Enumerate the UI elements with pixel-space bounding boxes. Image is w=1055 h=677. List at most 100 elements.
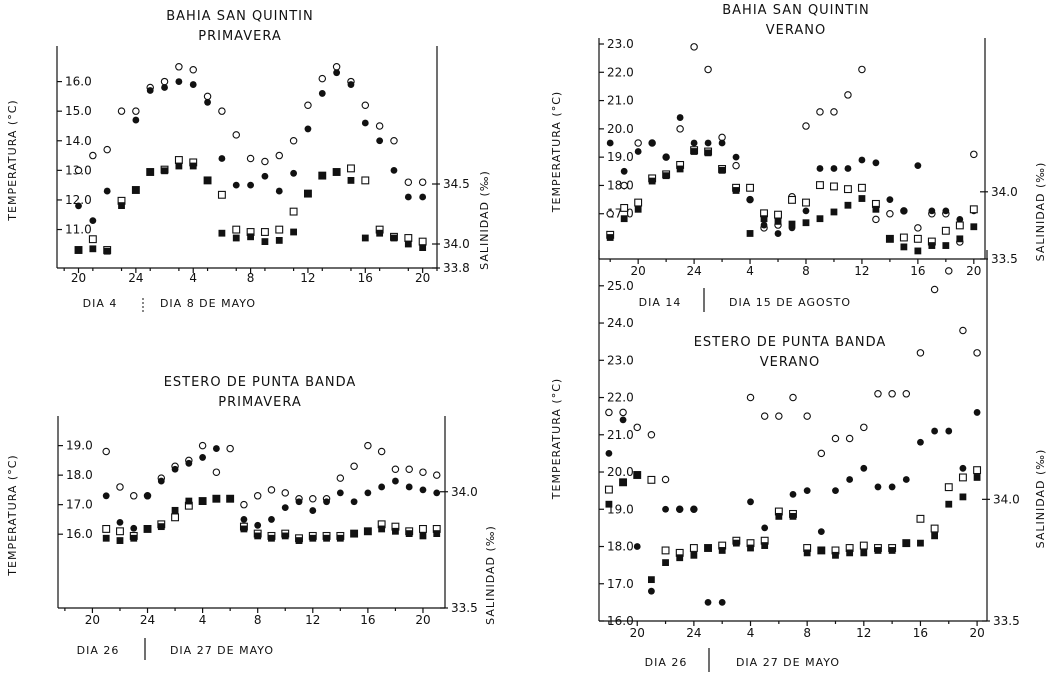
temp-point-filled: [902, 476, 910, 483]
temp-point-open: [232, 131, 240, 139]
salinity-point-filled: [732, 539, 740, 547]
salinity-point-filled: [185, 497, 193, 505]
salinity-point-filled: [605, 500, 613, 508]
temp-point-filled: [900, 207, 908, 215]
temp-point-open: [606, 209, 614, 218]
y-tick-label: 18.0: [607, 178, 634, 192]
temp-point-filled: [803, 487, 811, 495]
temp-point-filled: [333, 69, 341, 77]
temp-point-open: [289, 137, 298, 145]
y-tick-label: 18.0: [66, 468, 93, 482]
temp-point-open: [253, 492, 262, 500]
salinity-point-open: [958, 473, 967, 482]
y-tick-label: 17.0: [66, 498, 93, 512]
temp-point-open: [129, 492, 138, 500]
y2-tick-label: 34.0: [993, 492, 1020, 506]
salinity-point-open: [857, 183, 866, 192]
salinity-point-filled: [931, 532, 939, 540]
salinity-point-filled: [888, 547, 896, 554]
salinity-point-filled: [232, 234, 240, 242]
temp-point-open: [189, 66, 197, 74]
salinity-point-filled: [747, 544, 754, 552]
temp-point-open: [959, 326, 967, 335]
salinity-point-filled: [956, 235, 964, 243]
salinity-point-filled: [788, 220, 796, 228]
salinity-point-filled: [620, 215, 628, 223]
salinity-point-filled: [872, 205, 880, 213]
x-tick-label: 8: [247, 271, 255, 285]
temp-point-filled: [309, 507, 317, 514]
x-tick-label: 8: [803, 626, 811, 640]
y-axis-title: TEMPERATURA (°C): [550, 378, 563, 500]
temp-point-filled: [157, 477, 165, 485]
y-axis-title: TEMPERATURA (°C): [550, 91, 563, 213]
salinity-point-open: [604, 485, 613, 494]
salinity-point-open: [174, 156, 183, 164]
temp-point-filled: [914, 162, 922, 170]
y-axis-title: TEMPERATURA (°C): [6, 454, 19, 576]
salinity-point-filled: [247, 233, 254, 241]
salinity-point-filled: [606, 234, 614, 241]
salinity-point-filled: [973, 474, 981, 481]
salinity-point-filled: [130, 534, 138, 542]
temp-point-filled: [175, 78, 183, 85]
salinity-point-filled: [761, 542, 769, 549]
y2-axis-title: SALINIDAD (‰): [1034, 449, 1047, 549]
temp-point-filled: [959, 464, 967, 472]
temp-point-filled: [860, 464, 868, 472]
salinity-point-filled: [917, 539, 924, 547]
salinity-point-open: [973, 466, 982, 475]
temp-point-filled: [185, 459, 193, 467]
x-tick-label: 12: [305, 613, 320, 627]
temp-point-filled: [419, 486, 427, 494]
y-tick-label: 18.0: [607, 540, 634, 554]
temp-point-open: [619, 408, 627, 417]
salinity-point-filled: [718, 547, 726, 554]
salinity-point-filled: [844, 201, 852, 209]
salinity-point-filled: [309, 534, 317, 542]
salinity-point-filled: [261, 238, 269, 245]
x-day-label-1: DIA 14: [639, 296, 682, 309]
temp-point-filled: [718, 598, 726, 606]
temp-point-open: [116, 483, 124, 491]
temp-point-filled: [419, 193, 427, 201]
y-tick-label: 17.0: [607, 577, 634, 591]
salinity-point-filled: [171, 506, 179, 514]
salinity-point-filled: [347, 177, 355, 184]
y-tick-label: 25.0: [607, 279, 634, 293]
salinity-point-open: [969, 205, 978, 214]
temp-point-filled: [846, 476, 854, 483]
y2-axis-title: SALINIDAD (‰): [478, 170, 491, 270]
temp-point-filled: [89, 217, 97, 225]
x-day-label-2: DIA 15 DE AGOSTO: [729, 296, 851, 309]
salinity-point-open: [774, 210, 782, 219]
temp-point-filled: [261, 172, 269, 180]
salinity-point-open: [944, 483, 953, 492]
temp-point-open: [377, 447, 386, 456]
temp-point-filled: [212, 445, 220, 452]
temp-point-filled: [760, 221, 768, 229]
temp-point-filled: [103, 187, 111, 195]
salinity-point-open: [859, 541, 868, 550]
x-tick-label: 12: [300, 271, 315, 285]
x-tick-label: 24: [140, 613, 155, 627]
temp-point-filled: [747, 498, 754, 506]
temp-point-filled: [732, 153, 740, 161]
salinity-point-open: [217, 190, 226, 199]
salinity-point-filled: [718, 166, 726, 174]
salinity-point-open: [689, 544, 698, 552]
y-axis-title: TEMPERATURA (°C): [6, 99, 19, 221]
temp-point-filled: [275, 187, 283, 195]
y-tick-label: 19.0: [607, 502, 634, 516]
salinity-point-open: [647, 475, 656, 484]
temp-point-filled: [171, 465, 179, 473]
y-tick-label: 21.0: [607, 94, 634, 108]
temp-point-open: [858, 65, 866, 74]
panel-title: BAHIA SAN QUINTIN: [722, 3, 870, 18]
temp-point-filled: [648, 139, 656, 147]
temp-point-filled: [132, 116, 140, 124]
temp-point-filled: [874, 483, 882, 491]
temp-point-open: [418, 178, 427, 186]
temp-point-filled: [858, 156, 866, 164]
